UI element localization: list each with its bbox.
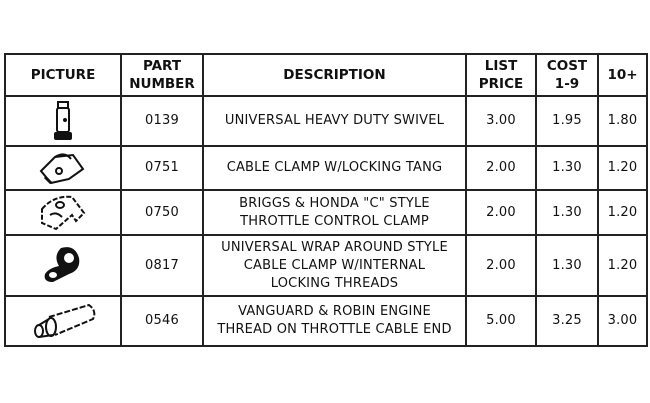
header-cost: COST 1-9 <box>535 53 599 97</box>
description: UNIVERSAL HEAVY DUTY SWIVEL <box>202 95 467 147</box>
header-description: DESCRIPTION <box>202 53 467 97</box>
part-number: 0546 <box>120 295 204 347</box>
cost-10-plus: 1.80 <box>597 95 648 147</box>
swivel-icon <box>54 101 72 140</box>
table-row: 0546 VANGUARD & ROBIN ENGINE THREAD ON TH… <box>4 295 648 347</box>
description: VANGUARD & ROBIN ENGINE THREAD ON THROTTL… <box>202 295 467 347</box>
part-number: 0139 <box>120 95 204 147</box>
description-line: CABLE CLAMP W/LOCKING TANG <box>226 160 443 175</box>
cost-1-9: 1.30 <box>535 234 599 297</box>
table-row: 0817 UNIVERSAL WRAP AROUND STYLE CABLE CL… <box>4 234 648 297</box>
parts-price-table: PICTURE PART NUMBER DESCRIPTION LIST PRICE… <box>4 53 648 347</box>
description-line: BRIGGS & HONDA "C" STYLE <box>239 195 430 211</box>
header-cost-line1: COST <box>546 58 588 74</box>
header-picture: PICTURE <box>4 53 122 97</box>
description: BRIGGS & HONDA "C" STYLE THROTTLE CONTROL… <box>202 189 467 236</box>
cost-1-9: 1.30 <box>535 189 599 236</box>
throttle-clamp-icon <box>41 195 86 230</box>
header-row: PICTURE PART NUMBER DESCRIPTION LIST PRICE… <box>4 53 648 97</box>
description-line: THROTTLE CONTROL CLAMP <box>240 213 429 229</box>
cost-1-9: 1.95 <box>535 95 599 147</box>
picture-cell <box>4 95 122 147</box>
table-row: 0751 CABLE CLAMP W/LOCKING TANG 2.00 1.3… <box>4 145 648 191</box>
part-number: 0750 <box>120 189 204 236</box>
header-list-line2: PRICE <box>478 76 524 92</box>
cable-end-icon <box>34 303 96 338</box>
description: UNIVERSAL WRAP AROUND STYLE CABLE CLAMP W… <box>202 234 467 297</box>
description-line: UNIVERSAL HEAVY DUTY SWIVEL <box>224 113 445 128</box>
cost-10-plus: 1.20 <box>597 234 648 297</box>
description-line: THREAD ON THROTTLE CABLE END <box>217 322 452 337</box>
picture-cell <box>4 145 122 191</box>
cost-10-plus: 1.20 <box>597 145 648 191</box>
picture-cell <box>4 189 122 236</box>
header-list-price: LIST PRICE <box>465 53 537 97</box>
header-part-line1: PART <box>142 58 182 74</box>
cost-1-9: 1.30 <box>535 145 599 191</box>
wrap-clamp-icon <box>44 246 80 282</box>
list-price: 5.00 <box>465 295 537 347</box>
header-part-line2: NUMBER <box>129 76 195 92</box>
header-part-number: PART NUMBER <box>120 53 204 97</box>
part-number: 0817 <box>120 234 204 297</box>
table-row: 0139 UNIVERSAL HEAVY DUTY SWIVEL 3.00 1.… <box>4 95 648 147</box>
description-line: CABLE CLAMP W/INTERNAL <box>243 257 426 273</box>
description-line: VANGUARD & ROBIN ENGINE <box>238 304 431 319</box>
list-price: 3.00 <box>465 95 537 147</box>
list-price: 2.00 <box>465 234 537 297</box>
part-number: 0751 <box>120 145 204 191</box>
list-price: 2.00 <box>465 145 537 191</box>
table-row: 0750 BRIGGS & HONDA "C" STYLE THROTTLE CO… <box>4 189 648 236</box>
description: CABLE CLAMP W/LOCKING TANG <box>202 145 467 191</box>
picture-cell <box>4 234 122 297</box>
cable-clamp-tang-icon <box>39 153 85 185</box>
header-ten-plus: 10+ <box>597 53 648 97</box>
picture-cell <box>4 295 122 347</box>
description-line: UNIVERSAL WRAP AROUND STYLE <box>221 239 448 255</box>
cost-10-plus: 1.20 <box>597 189 648 236</box>
cost-1-9: 3.25 <box>535 295 599 347</box>
header-cost-line2: 1-9 <box>554 76 580 92</box>
description-line: LOCKING THREADS <box>270 275 399 291</box>
header-list-line1: LIST <box>484 58 518 74</box>
cost-10-plus: 3.00 <box>597 295 648 347</box>
list-price: 2.00 <box>465 189 537 236</box>
